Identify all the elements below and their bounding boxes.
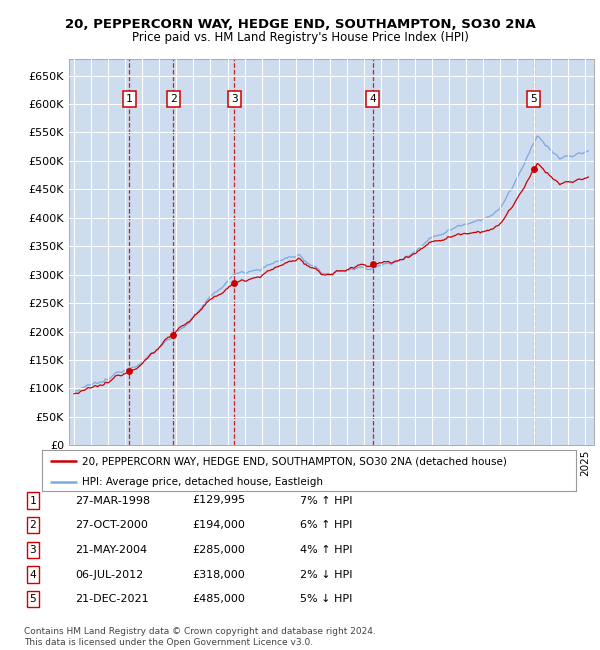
Text: 27-OCT-2000: 27-OCT-2000: [75, 520, 148, 530]
Text: 4: 4: [369, 94, 376, 104]
Text: 1: 1: [29, 495, 37, 506]
Text: 20, PEPPERCORN WAY, HEDGE END, SOUTHAMPTON, SO30 2NA (detached house): 20, PEPPERCORN WAY, HEDGE END, SOUTHAMPT…: [82, 456, 507, 466]
Text: 5: 5: [530, 94, 537, 104]
Text: Price paid vs. HM Land Registry's House Price Index (HPI): Price paid vs. HM Land Registry's House …: [131, 31, 469, 44]
Text: 4: 4: [29, 569, 37, 580]
Text: £285,000: £285,000: [192, 545, 245, 555]
Text: £318,000: £318,000: [192, 569, 245, 580]
Text: 5% ↓ HPI: 5% ↓ HPI: [300, 594, 352, 604]
Text: 2% ↓ HPI: 2% ↓ HPI: [300, 569, 353, 580]
Text: 20, PEPPERCORN WAY, HEDGE END, SOUTHAMPTON, SO30 2NA: 20, PEPPERCORN WAY, HEDGE END, SOUTHAMPT…: [65, 18, 535, 31]
Text: 3: 3: [29, 545, 37, 555]
Text: 27-MAR-1998: 27-MAR-1998: [75, 495, 150, 506]
Text: 06-JUL-2012: 06-JUL-2012: [75, 569, 143, 580]
Text: £194,000: £194,000: [192, 520, 245, 530]
Text: 2: 2: [170, 94, 176, 104]
Text: 3: 3: [231, 94, 238, 104]
Text: £485,000: £485,000: [192, 594, 245, 604]
Text: Contains HM Land Registry data © Crown copyright and database right 2024.
This d: Contains HM Land Registry data © Crown c…: [24, 627, 376, 647]
Text: £129,995: £129,995: [192, 495, 245, 506]
Text: 4% ↑ HPI: 4% ↑ HPI: [300, 545, 353, 555]
Text: 21-DEC-2021: 21-DEC-2021: [75, 594, 149, 604]
Text: 1: 1: [126, 94, 133, 104]
Text: 2: 2: [29, 520, 37, 530]
Text: 6% ↑ HPI: 6% ↑ HPI: [300, 520, 352, 530]
Text: 21-MAY-2004: 21-MAY-2004: [75, 545, 147, 555]
Text: 5: 5: [29, 594, 37, 604]
Text: 7% ↑ HPI: 7% ↑ HPI: [300, 495, 353, 506]
Text: HPI: Average price, detached house, Eastleigh: HPI: Average price, detached house, East…: [82, 476, 323, 487]
